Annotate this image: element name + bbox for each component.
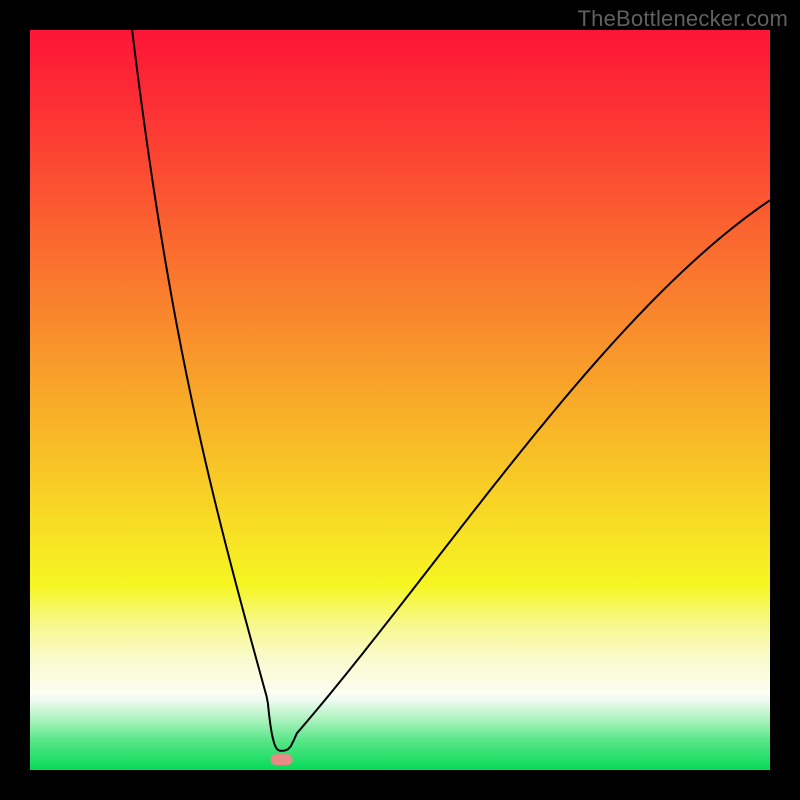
chart-svg [30, 30, 770, 770]
watermark-text: TheBottlenecker.com [578, 6, 788, 32]
chart-plot-area [30, 30, 770, 770]
chart-background [30, 30, 770, 770]
optimal-marker [271, 754, 293, 765]
